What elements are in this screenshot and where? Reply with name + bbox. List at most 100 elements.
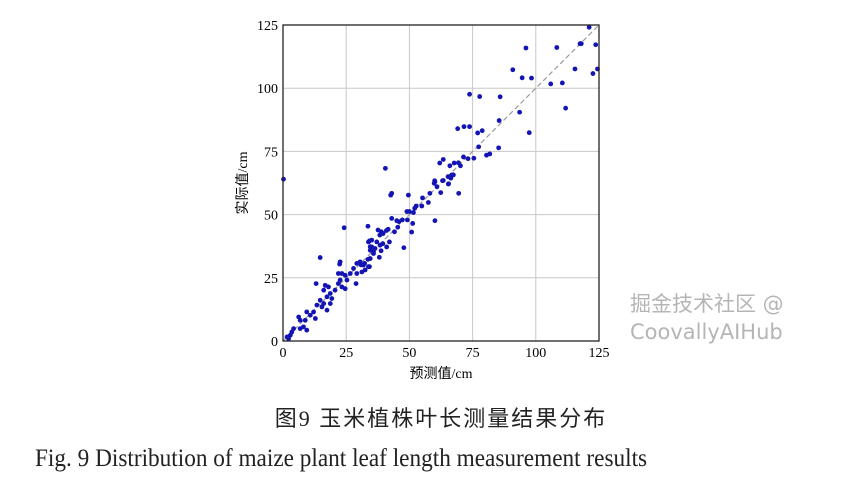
data-point [440,157,446,162]
data-point [419,203,425,209]
data-point [382,165,388,171]
data-point [341,225,347,231]
data-point [313,281,319,287]
data-point [317,255,323,260]
data-point [510,67,516,73]
data-point [312,316,318,321]
data-point [405,192,411,198]
y-tick-label: 125 [257,19,278,34]
data-point [554,45,560,50]
data-point [344,277,350,283]
data-point [496,118,502,123]
x-tick-label: 100 [525,346,546,361]
x-tick-label: 75 [466,346,480,361]
data-point [563,105,569,111]
data-points [281,24,600,342]
x-axis-label: 预测值/cm [410,366,473,382]
data-point [324,307,330,313]
data-point [378,248,384,254]
data-point [427,190,433,196]
data-point [319,304,325,310]
data-point [380,241,386,247]
data-point [401,245,407,251]
y-tick-label: 75 [264,145,278,160]
x-tick-label: 25 [339,346,353,361]
data-point [431,180,437,186]
data-point [578,41,584,47]
data-point [465,156,471,162]
data-point [456,190,462,196]
data-point [327,301,333,306]
data-point [304,309,310,315]
data-point [467,91,472,97]
data-point [593,42,599,48]
data-point [357,259,363,265]
data-point [351,266,356,271]
data-point [523,45,529,51]
data-point [359,269,365,275]
data-point [384,244,390,250]
data-point [447,163,453,169]
x-tick-label: 0 [280,346,287,361]
data-point [372,246,378,251]
data-point [434,184,440,190]
data-point [445,174,451,180]
data-point [367,244,373,250]
data-point [342,272,348,278]
data-point [445,181,451,187]
data-point [326,284,331,290]
data-point [332,287,338,293]
data-point [367,256,373,261]
data-point [321,287,327,293]
data-point [404,217,410,223]
data-point [487,151,493,157]
data-point [347,271,353,276]
data-point [449,172,455,178]
y-axis-label: 实际值/cm [235,151,251,214]
data-point [559,80,565,86]
data-point [572,66,578,72]
data-point [407,209,412,214]
y-tick-label: 100 [257,82,278,97]
scatter-chart: 0 25 50 75 100 125 0 25 50 75 100 125 预测值/cm 实际值/cm [235,19,610,382]
data-point [496,145,502,151]
data-point [519,75,525,81]
data-point [296,314,302,320]
data-point [392,229,397,235]
data-point [517,109,523,115]
y-tick-label: 50 [264,209,278,224]
data-point [455,126,461,132]
data-point [365,223,371,229]
data-point [476,144,482,150]
data-point [467,124,472,130]
data-point [410,221,416,226]
data-point [387,239,392,245]
data-point [458,163,463,169]
data-point [337,261,343,267]
caption-chinese: 图9 玉米植株叶长测量结果分布 [274,406,608,431]
data-point [335,271,341,276]
data-point [438,190,444,196]
watermark: 掘金技术社区 @ CoovallyAIHub [630,292,784,344]
data-point [337,277,343,283]
y-tick-label: 0 [271,335,278,350]
data-point [307,312,313,318]
data-point [374,239,380,245]
data-point [369,237,375,243]
data-point [304,327,310,333]
data-point [461,154,466,160]
data-point [353,281,359,287]
data-point [526,130,532,136]
data-point [371,251,376,256]
data-point [471,155,477,161]
data-point [529,75,534,81]
data-point [286,336,291,342]
data-point [327,291,333,296]
data-point [451,160,457,166]
data-point [388,192,394,198]
data-point [360,262,366,268]
data-point [437,160,443,166]
data-point [461,124,467,130]
data-point [335,281,341,287]
data-point [497,94,503,100]
